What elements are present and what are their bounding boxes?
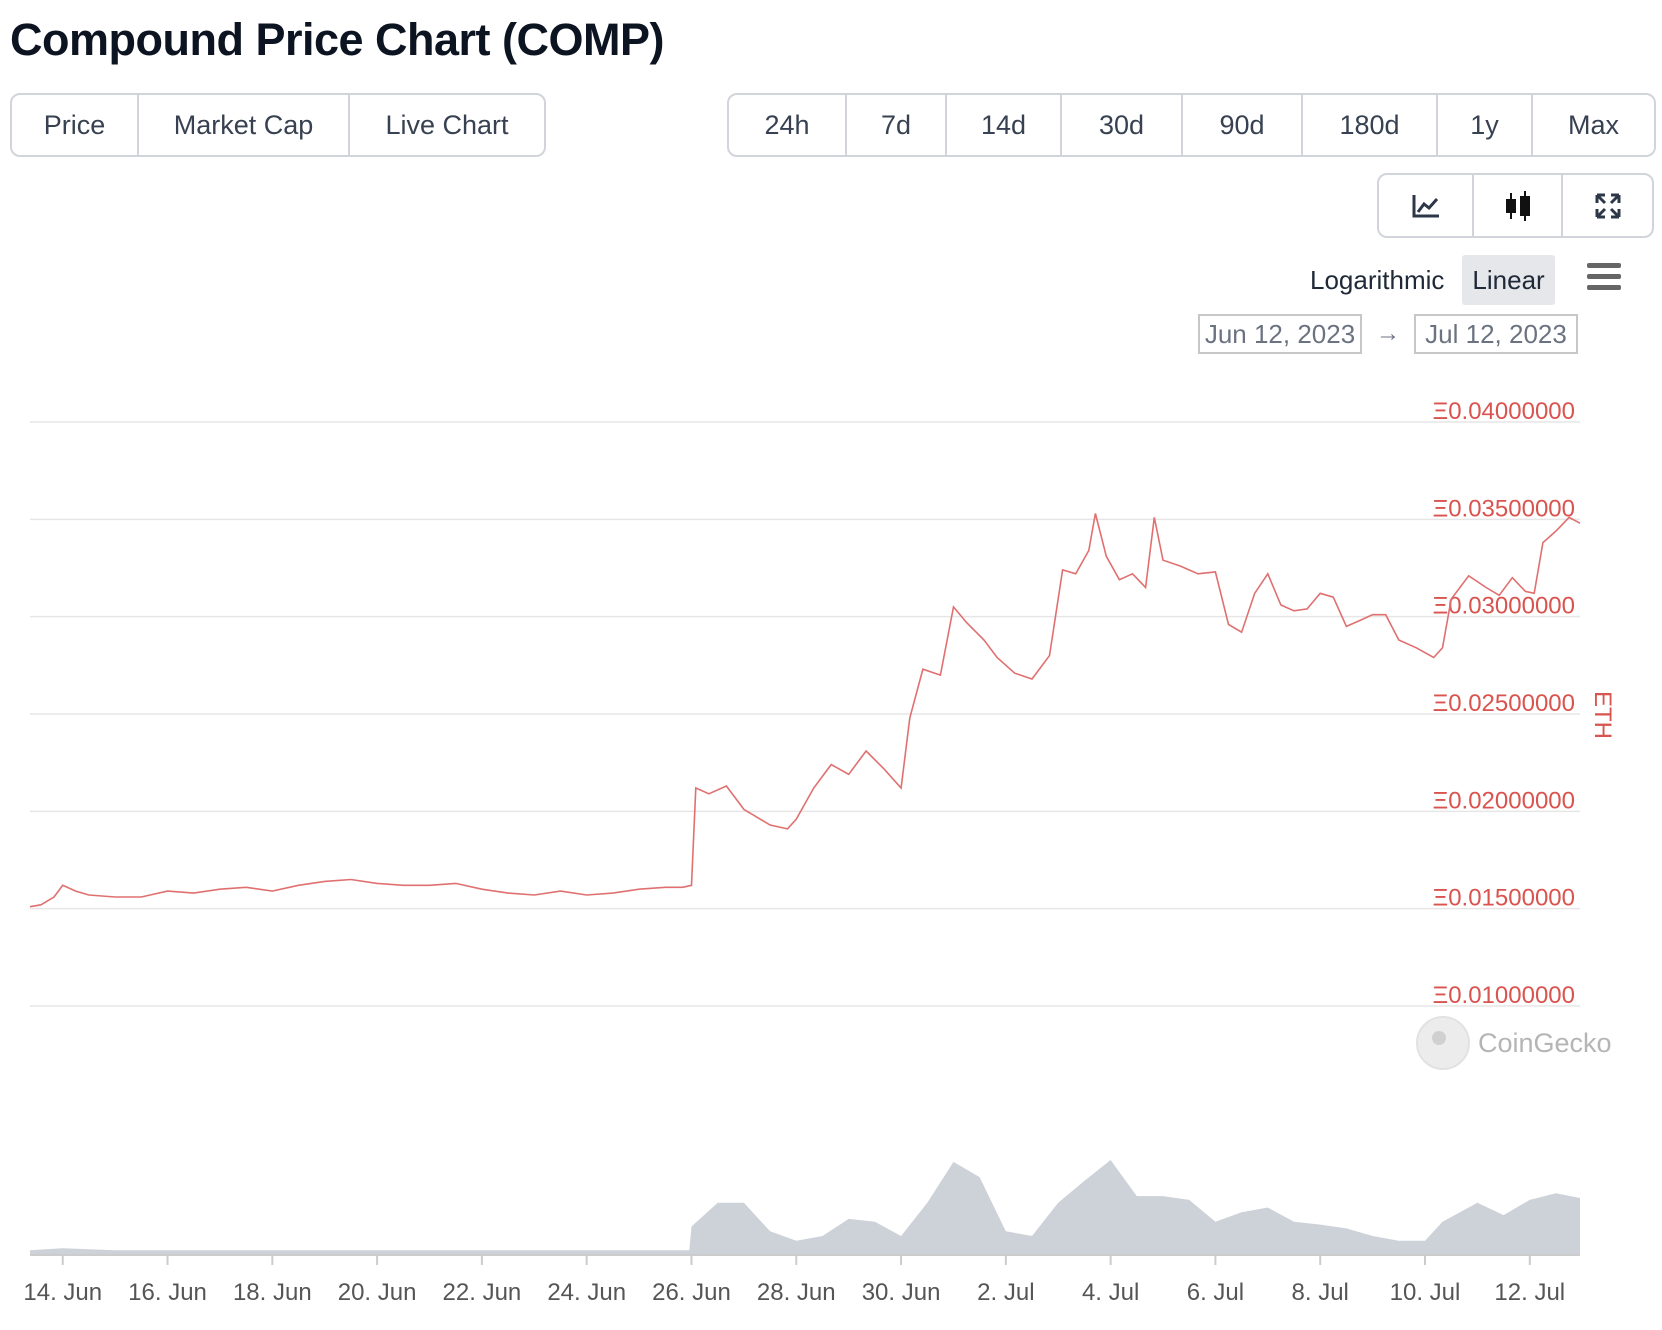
time-range-tabs: 24h 7d 14d 30d 90d 180d 1y Max	[727, 93, 1656, 157]
tab-market-cap[interactable]: Market Cap	[139, 95, 350, 155]
y-tick-label: Ξ0.04000000	[1433, 398, 1575, 425]
y-tick-label: Ξ0.03000000	[1433, 593, 1575, 620]
expand-icon	[1595, 193, 1620, 218]
candlestick-button[interactable]	[1474, 175, 1563, 236]
range-24h[interactable]: 24h	[729, 95, 847, 155]
price-series-line	[29, 513, 1581, 908]
x-tick-label: 6. Jul	[1187, 1279, 1244, 1306]
line-chart-button[interactable]	[1379, 175, 1474, 236]
date-arrow: →	[1376, 320, 1400, 347]
x-tick-label: 22. Jun	[443, 1279, 522, 1306]
x-tick-label: 30. Jun	[862, 1279, 941, 1306]
fullscreen-button[interactable]	[1563, 175, 1652, 236]
x-tick-label: 8. Jul	[1292, 1279, 1349, 1306]
y-tick-label: Ξ0.02500000	[1433, 690, 1575, 717]
x-tick-label: 24. Jun	[547, 1279, 626, 1306]
tab-price[interactable]: Price	[12, 95, 139, 155]
scale-toggle: Logarithmic Linear	[1300, 255, 1555, 305]
date-range-picker: Jun 12, 2023 → Jul 12, 2023	[1198, 314, 1578, 354]
line-chart-icon	[1412, 194, 1439, 217]
coingecko-watermark: CoinGecko	[1416, 1016, 1612, 1070]
range-14d[interactable]: 14d	[947, 95, 1062, 155]
y-tick-label: Ξ0.01000000	[1433, 982, 1575, 1009]
range-30d[interactable]: 30d	[1062, 95, 1183, 155]
range-7d[interactable]: 7d	[847, 95, 947, 155]
x-tick-label: 16. Jun	[128, 1279, 207, 1306]
watermark-text: CoinGecko	[1478, 1027, 1612, 1058]
x-tick-label: 10. Jul	[1390, 1279, 1461, 1306]
x-axis-ticks: 14. Jun 16. Jun 18. Jun 20. Jun 22. Jun 24. J…	[23, 1255, 1565, 1306]
x-tick-label: 18. Jun	[233, 1279, 312, 1306]
page-title: Compound Price Chart (COMP)	[10, 14, 665, 65]
scale-logarithmic[interactable]: Logarithmic	[1310, 264, 1445, 295]
candlestick-icon	[1505, 190, 1530, 221]
y-axis-ticks: Ξ0.01000000 Ξ0.01500000 Ξ0.02000000 Ξ0.0250…	[1433, 398, 1575, 1009]
x-tick-label: 28. Jun	[757, 1279, 836, 1306]
x-tick-label: 4. Jul	[1082, 1279, 1139, 1306]
y-tick-label: Ξ0.01500000	[1433, 885, 1575, 912]
y-axis-label: ETH	[1589, 691, 1616, 739]
grid-lines	[30, 421, 1580, 1007]
y-tick-label: Ξ0.02000000	[1433, 787, 1575, 814]
range-180d[interactable]: 180d	[1303, 95, 1438, 155]
range-max[interactable]: Max	[1567, 109, 1619, 140]
hamburger-menu-icon[interactable]	[1587, 263, 1621, 291]
range-1y[interactable]: 1y	[1438, 95, 1533, 155]
x-tick-label: 20. Jun	[338, 1279, 417, 1306]
date-from-input[interactable]: Jun 12, 2023	[1198, 314, 1362, 354]
tab-live-chart[interactable]: Live Chart	[385, 109, 509, 140]
range-90d[interactable]: 90d	[1183, 95, 1303, 155]
chart-type-tabs: Price Market Cap Live Chart	[10, 93, 546, 157]
x-tick-label: 26. Jun	[652, 1279, 731, 1306]
x-tick-label: 14. Jun	[23, 1279, 102, 1306]
volume-area	[30, 1160, 1580, 1255]
coingecko-logo-icon	[1416, 1016, 1470, 1070]
x-tick-label: 2. Jul	[977, 1279, 1034, 1306]
x-tick-label: 12. Jul	[1494, 1279, 1565, 1306]
volume-series	[30, 1160, 1580, 1255]
y-tick-label: Ξ0.03500000	[1433, 495, 1575, 522]
scale-linear[interactable]: Linear	[1462, 255, 1555, 305]
view-mode-tabs	[1377, 173, 1654, 238]
date-to-input[interactable]: Jul 12, 2023	[1414, 314, 1578, 354]
